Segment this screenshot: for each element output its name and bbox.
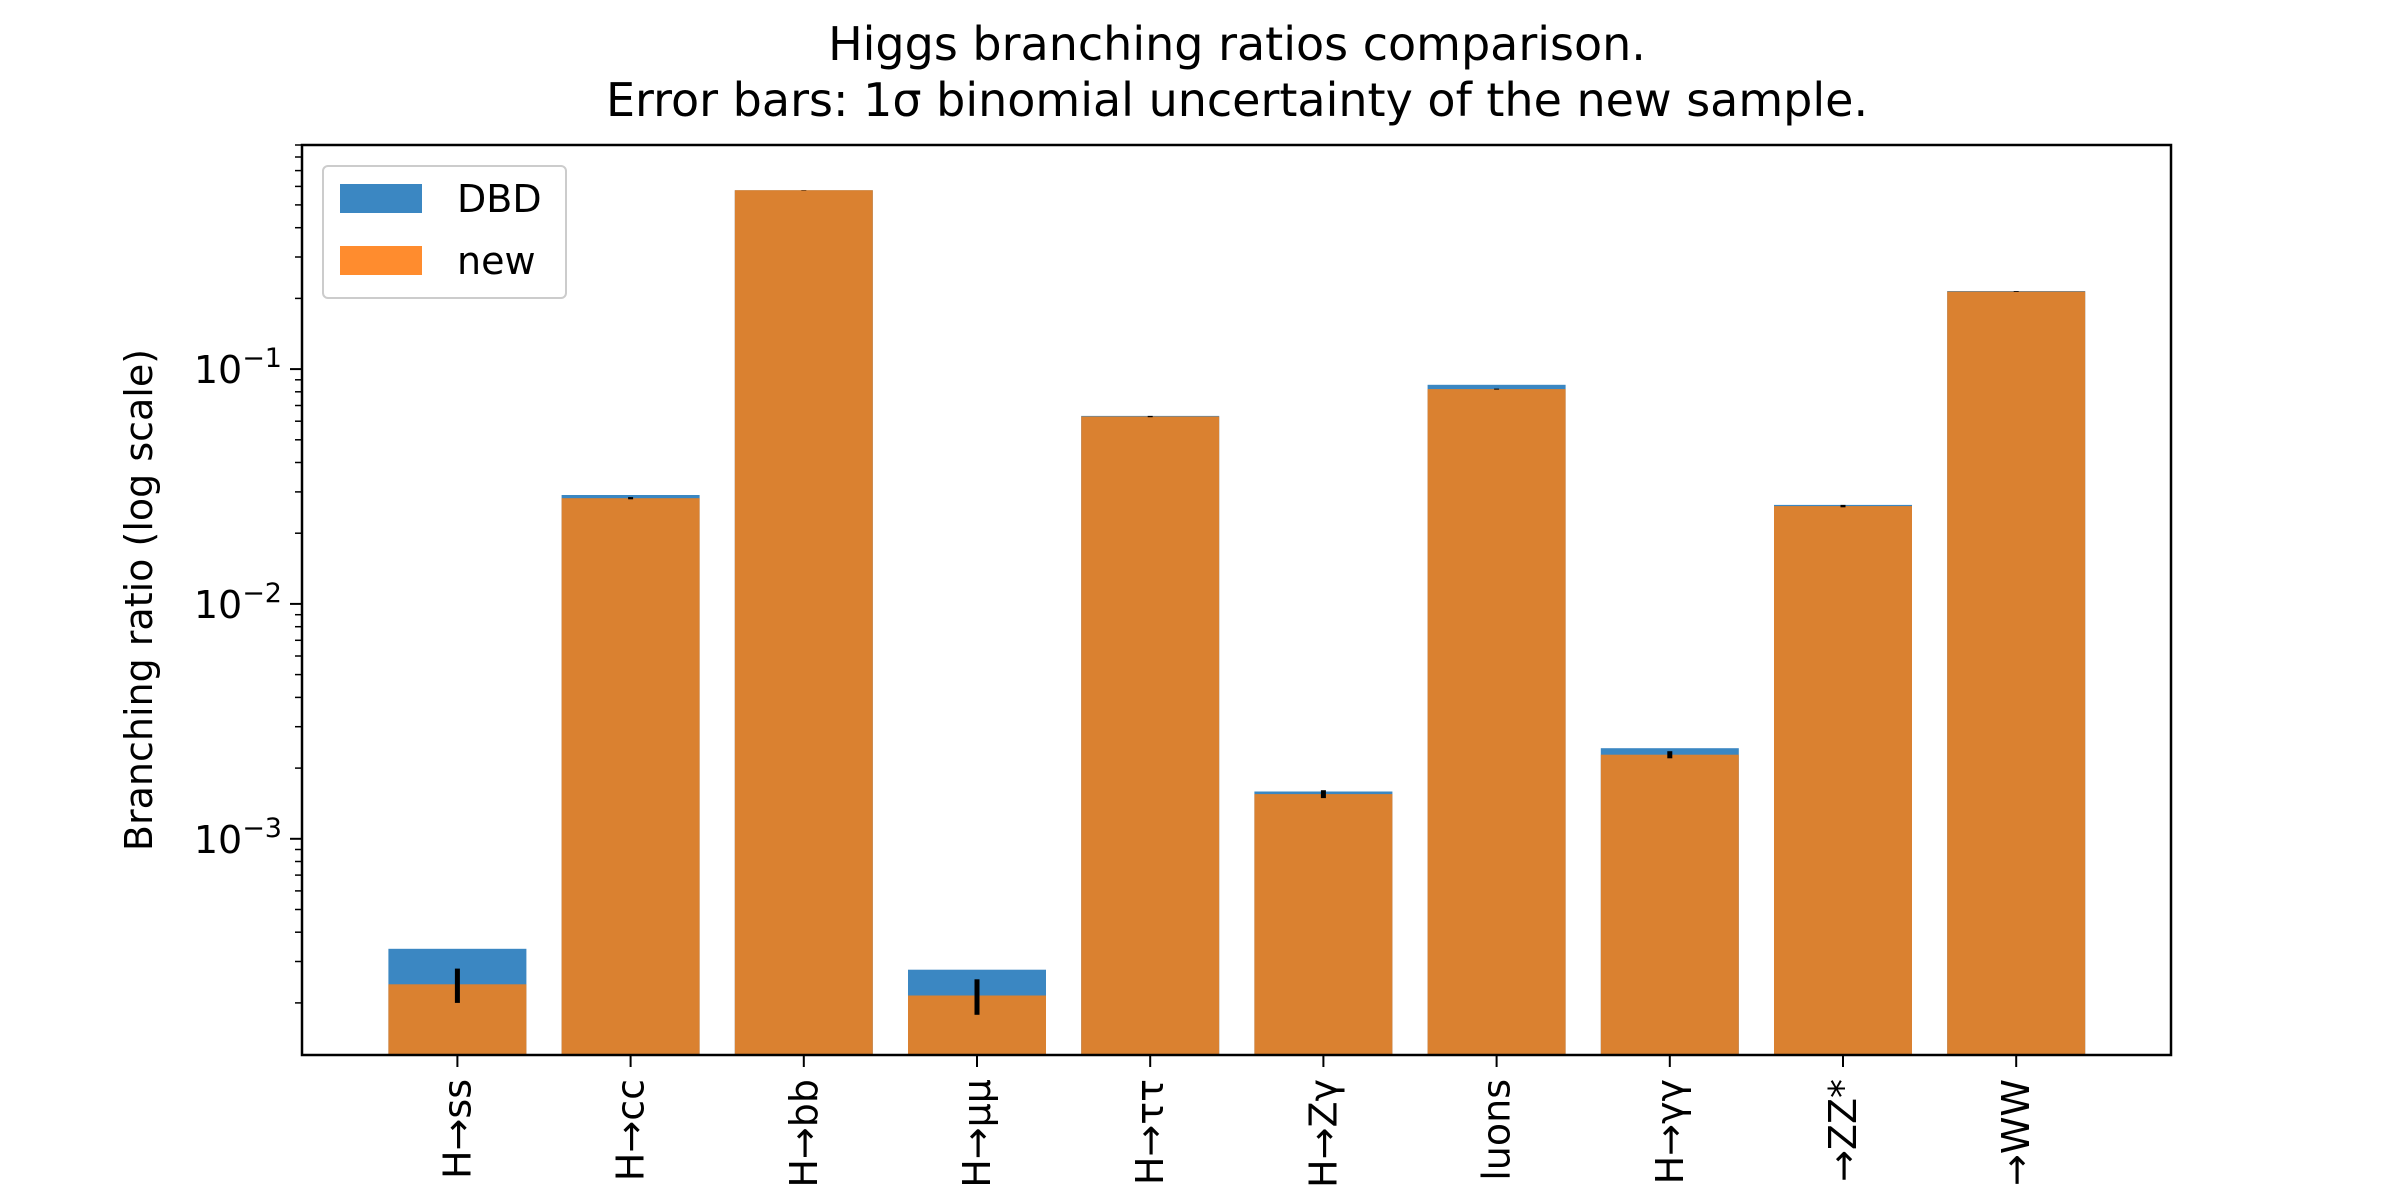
chart-title: Higgs branching ratios comparison. — [828, 17, 1646, 71]
x-tick-label-10: →WW — [1994, 1079, 2038, 1186]
error-bars-layer — [454, 190, 2019, 1015]
x-tick-label-6: H→Zγ — [1301, 1079, 1345, 1188]
x-tick-label-9: →ZZ* — [1821, 1079, 1865, 1182]
bar-new-5 — [1081, 416, 1220, 1055]
y-tick-label-1: 10−3 — [194, 813, 282, 862]
bar-new-10 — [1947, 291, 2086, 1055]
legend-swatch-new — [340, 246, 422, 275]
y-axis-label: Branching ratio (log scale) — [117, 349, 161, 851]
legend-swatch-dbd — [340, 184, 422, 213]
x-tick-label-5: H→ττ — [1128, 1079, 1172, 1185]
bar-new-3 — [734, 190, 873, 1055]
x-tick-label-1: H→ss — [435, 1079, 479, 1179]
bar-new-7 — [1427, 389, 1566, 1056]
x-tick-label-7: luons — [1475, 1079, 1519, 1181]
bar-new-9 — [1774, 506, 1912, 1056]
x-axis: H→ss H→cc H→bb H→μμ H→ττ H→Zγ luons H→γγ →ZZ* →WW — [435, 1055, 2038, 1188]
y-axis: 10−3 10−2 10−1 — [194, 144, 302, 1004]
x-tick-label-2: H→cc — [609, 1079, 653, 1181]
legend-label-dbd: DBD — [457, 177, 542, 221]
bar-new-8 — [1600, 754, 1739, 1055]
x-tick-label-3: H→bb — [782, 1079, 826, 1188]
x-tick-label-4: H→μμ — [955, 1079, 999, 1188]
y-tick-label-2: 10−2 — [194, 578, 282, 627]
bar-new-2 — [561, 498, 700, 1055]
legend: DBD new — [322, 165, 567, 299]
bar-new-6 — [1254, 794, 1393, 1055]
legend-label-new: new — [457, 239, 536, 283]
plot-area-frame — [300, 143, 2173, 1057]
bars-layer — [388, 190, 2086, 1056]
chart-subtitle: Error bars: 1σ binomial uncertainty of t… — [606, 73, 1868, 127]
x-tick-label-8: H→γγ — [1648, 1079, 1692, 1184]
y-tick-label-3: 10−1 — [194, 343, 282, 392]
